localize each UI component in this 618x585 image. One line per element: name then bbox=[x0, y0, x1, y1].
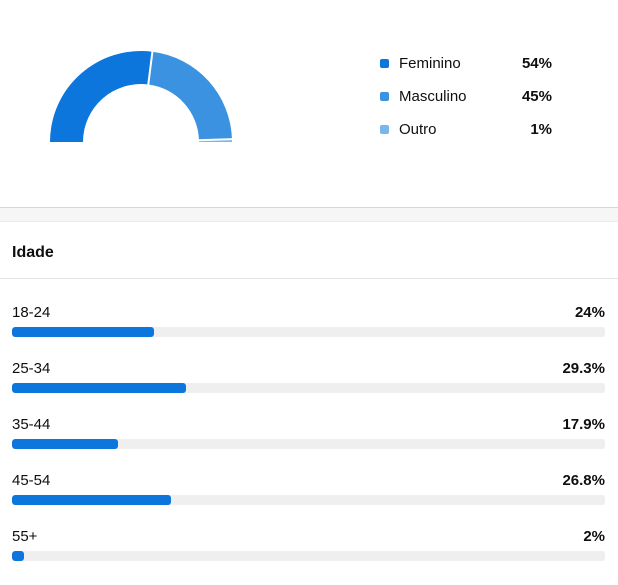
age-bar-track bbox=[12, 495, 605, 505]
idade-title-divider bbox=[0, 278, 618, 279]
legend-item-feminino: Feminino 54% bbox=[380, 51, 552, 75]
age-row-18-24: 18-24 24% bbox=[12, 303, 605, 359]
donut-segment-separator bbox=[147, 50, 154, 86]
age-bar-chart: 18-24 24% 25-34 29.3% 35-44 17.9% bbox=[12, 303, 605, 583]
idade-section-title: Idade bbox=[12, 244, 54, 261]
legend-label: Masculino bbox=[399, 87, 467, 105]
age-bar-fill bbox=[12, 439, 119, 449]
legend-value: 54% bbox=[521, 54, 552, 72]
outro-color-chip-icon bbox=[380, 124, 389, 134]
age-bar-track bbox=[12, 551, 605, 561]
age-bar-fill bbox=[12, 383, 186, 393]
age-range-label: 18-24 bbox=[12, 304, 51, 321]
donut-segment-feminino bbox=[50, 51, 153, 142]
legend-item-masculino: Masculino 45% bbox=[380, 84, 552, 108]
age-row-45-54: 45-54 26.8% bbox=[12, 471, 605, 527]
age-row-55-plus: 55+ 2% bbox=[12, 527, 605, 583]
masculino-color-chip-icon bbox=[380, 91, 389, 101]
age-row-35-44: 35-44 17.9% bbox=[12, 415, 605, 471]
age-row-25-34: 25-34 29.3% bbox=[12, 359, 605, 415]
age-range-label: 45-54 bbox=[12, 472, 51, 489]
legend-value: 1% bbox=[530, 120, 552, 138]
age-percentage-value: 2% bbox=[583, 528, 605, 545]
age-percentage-value: 29.3% bbox=[562, 360, 605, 377]
age-bar-fill bbox=[12, 551, 24, 561]
gender-donut-chart bbox=[50, 50, 233, 142]
age-percentage-value: 17.9% bbox=[562, 416, 605, 433]
age-percentage-value: 24% bbox=[574, 304, 605, 321]
donut-segment-separator bbox=[197, 138, 233, 142]
age-bar-track bbox=[12, 327, 605, 337]
age-bar-fill bbox=[12, 495, 171, 505]
age-range-label: 35-44 bbox=[12, 416, 51, 433]
donut-segment-masculino bbox=[148, 51, 232, 141]
legend-item-outro: Outro 1% bbox=[380, 117, 552, 141]
age-row-header: 55+ 2% bbox=[12, 527, 605, 546]
age-bar-track bbox=[12, 383, 605, 393]
age-range-label: 25-34 bbox=[12, 360, 51, 377]
age-bar-track bbox=[12, 439, 605, 449]
age-row-header: 25-34 29.3% bbox=[12, 359, 605, 378]
legend-label: Outro bbox=[399, 120, 437, 138]
legend-value: 45% bbox=[521, 87, 552, 105]
age-bar-fill bbox=[12, 327, 155, 337]
age-range-label: 55+ bbox=[12, 528, 38, 545]
gender-legend: Feminino 54% Masculino 45% Outro 1% bbox=[380, 51, 552, 141]
feminino-color-chip-icon bbox=[380, 58, 389, 68]
age-row-header: 35-44 17.9% bbox=[12, 415, 605, 434]
age-row-header: 18-24 24% bbox=[12, 303, 605, 322]
age-percentage-value: 26.8% bbox=[562, 472, 605, 489]
section-divider-band bbox=[0, 207, 618, 222]
age-row-header: 45-54 26.8% bbox=[12, 471, 605, 490]
legend-label: Feminino bbox=[399, 54, 461, 72]
